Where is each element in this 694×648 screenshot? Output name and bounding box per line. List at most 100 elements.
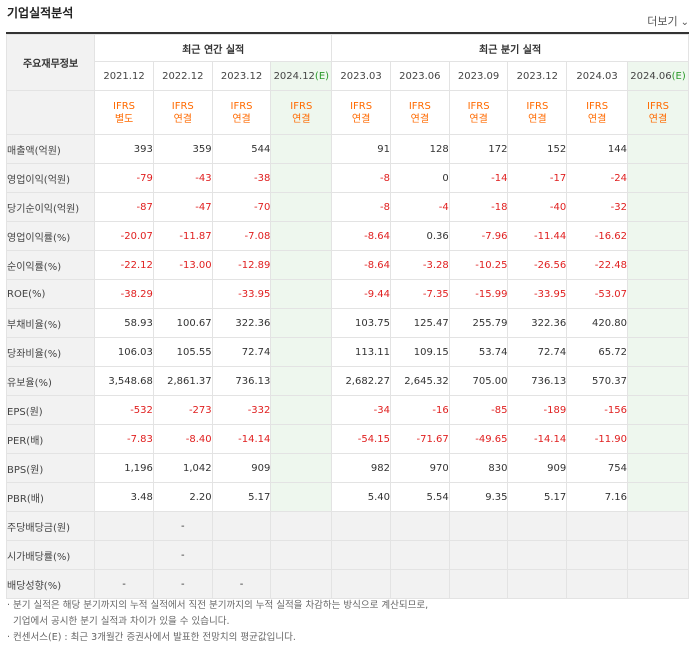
ifrs-cell: IFRS 연결 <box>448 90 509 135</box>
row-label: 영업이익률(%) <box>5 221 96 251</box>
table-cell: 53.74 <box>448 337 509 367</box>
table-cell <box>627 366 689 396</box>
table-cell <box>389 511 450 541</box>
table-cell: 109.15 <box>389 337 450 367</box>
ifrs-label: IFRS <box>408 100 431 112</box>
table-cell <box>627 395 689 425</box>
ifrs-label: IFRS <box>586 100 609 112</box>
ifrs-label: IFRS <box>230 100 253 112</box>
table-cell <box>270 308 333 338</box>
table-row: 당좌비율(%) 106.03 105.55 72.74 113.11 109.15 53.7… <box>5 337 689 367</box>
table-cell <box>270 163 333 193</box>
report-type: 연결 <box>173 113 192 125</box>
table-row: ROE(%) -38.29 -33.95 -9.44 -7.35 -15.99 -33.95… <box>5 279 689 309</box>
table-cell <box>270 366 333 396</box>
table-cell: -47 <box>152 192 213 222</box>
table-cell: - <box>152 569 213 599</box>
table-cell: -10.25 <box>448 250 509 280</box>
table-cell: 754 <box>566 453 628 483</box>
table-cell: -22.12 <box>94 250 154 280</box>
period-header: 2023.03 <box>331 61 391 91</box>
more-button[interactable]: 더보기 ⌄ <box>647 13 689 29</box>
ifrs-label: IFRS <box>647 100 669 112</box>
table-cell: -38.29 <box>94 279 154 309</box>
table-cell <box>627 540 689 570</box>
ifrs-cell: IFRS 연결 <box>566 90 628 135</box>
table-cell: 2,682.27 <box>331 366 391 396</box>
table-cell: 100.67 <box>152 308 213 338</box>
table-cell: -43 <box>152 163 213 193</box>
table-cell: -15.99 <box>448 279 509 309</box>
table-row: PBR(배) 3.48 2.20 5.17 5.40 5.54 9.35 5.17 7.16 <box>5 482 689 512</box>
table-cell: -33.95 <box>507 279 568 309</box>
table-cell: 5.17 <box>211 482 272 512</box>
table-cell <box>507 511 568 541</box>
table-cell: -14 <box>448 163 509 193</box>
table-cell: -40 <box>507 192 568 222</box>
table-cell: -7.96 <box>448 221 509 251</box>
footnote-3: · 컨센서스(E) : 최근 3개월간 증권사에서 발표한 전망치의 평균값입니… <box>7 632 296 643</box>
table-cell: -85 <box>448 395 509 425</box>
ifrs-cell: IFRS 연결 <box>627 90 689 135</box>
table-cell: -7.35 <box>389 279 450 309</box>
ifrs-cell: IFRS 별도 <box>94 90 154 135</box>
ifrs-label: IFRS <box>113 100 136 112</box>
table-cell <box>627 569 689 599</box>
report-type: 연결 <box>292 113 311 125</box>
table-cell: 5.17 <box>507 482 568 512</box>
ifrs-cell: IFRS 연결 <box>389 90 450 135</box>
corner-header: 주요재무정보 <box>5 34 96 91</box>
table-cell: 2,645.32 <box>389 366 450 396</box>
table-cell <box>627 279 689 309</box>
ifrs-row-header <box>5 90 96 135</box>
ifrs-cell: IFRS 연결 <box>211 90 272 135</box>
section-title: 기업실적분석 <box>7 6 74 20</box>
table-cell: 5.54 <box>389 482 450 512</box>
row-label: 영업이익(억원) <box>5 163 96 193</box>
table-cell: -156 <box>566 395 628 425</box>
table-cell: -13.00 <box>152 250 213 280</box>
table-cell: -532 <box>94 395 154 425</box>
period-label: 2021.12 <box>103 70 145 82</box>
report-type: 연결 <box>648 113 668 125</box>
table-cell: - <box>94 569 154 599</box>
table-cell: -24 <box>566 163 628 193</box>
report-type: 연결 <box>528 113 547 125</box>
table-cell: 128 <box>389 134 450 164</box>
table-cell: -53.07 <box>566 279 628 309</box>
table-cell <box>270 221 333 251</box>
table-cell: -87 <box>94 192 154 222</box>
table-cell <box>270 424 333 454</box>
table-cell: -8.40 <box>152 424 213 454</box>
row-label: 당좌비율(%) <box>5 337 96 367</box>
table-cell <box>270 134 333 164</box>
table-cell <box>270 569 333 599</box>
table-cell: -14.14 <box>211 424 272 454</box>
row-label: PBR(배) <box>5 482 96 512</box>
period-header: 2023.12 <box>211 61 272 91</box>
table-cell <box>566 569 628 599</box>
table-cell: 0.36 <box>389 221 450 251</box>
table-cell: 909 <box>211 453 272 483</box>
table-cell <box>94 540 154 570</box>
table-cell: -33.95 <box>211 279 272 309</box>
table-cell: 2.20 <box>152 482 213 512</box>
table-cell: -9.44 <box>331 279 391 309</box>
chevron-down-icon: ⌄ <box>680 17 689 28</box>
table-cell <box>331 540 391 570</box>
table-cell: -8.64 <box>331 221 391 251</box>
table-cell <box>507 569 568 599</box>
table-cell <box>270 279 333 309</box>
period-label: 2024.03 <box>576 70 618 82</box>
table-cell: 982 <box>331 453 391 483</box>
table-cell <box>211 511 272 541</box>
ifrs-cell: IFRS 연결 <box>152 90 213 135</box>
table-cell: 5.40 <box>331 482 391 512</box>
table-row: BPS(원) 1,196 1,042 909 982 970 830 909 754 <box>5 453 689 483</box>
table-cell: -8 <box>331 192 391 222</box>
table-cell: 736.13 <box>507 366 568 396</box>
more-label: 더보기 <box>647 15 678 28</box>
table-cell <box>94 511 154 541</box>
table-cell: 72.74 <box>507 337 568 367</box>
table-row: 유보율(%) 3,548.68 2,861.37 736.13 2,682.27 2,64… <box>5 366 689 396</box>
